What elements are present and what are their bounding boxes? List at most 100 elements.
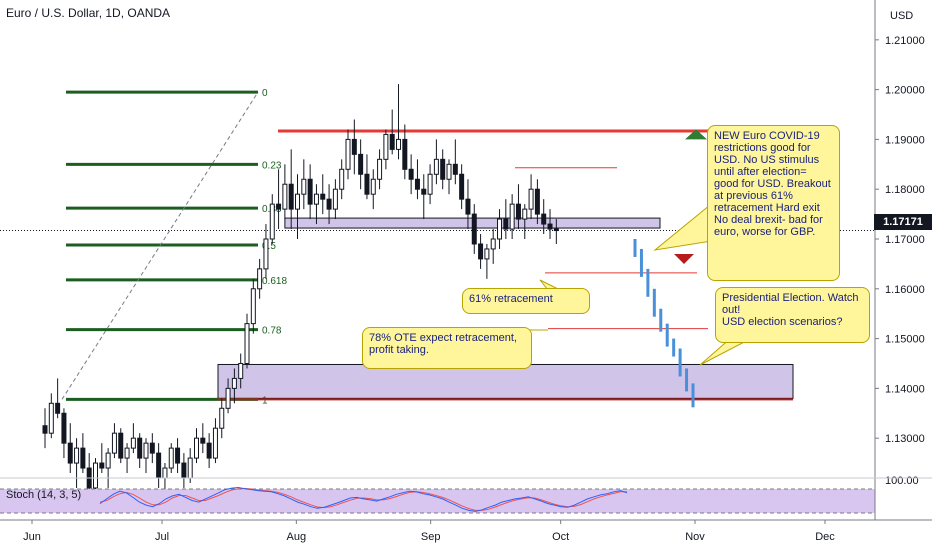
candle-body	[364, 173, 370, 195]
candle-body	[408, 168, 414, 180]
retracement-61-callout: 61% retracement	[462, 288, 590, 314]
candle-body	[433, 158, 439, 175]
candle-body	[105, 452, 111, 469]
candle-body	[553, 228, 559, 232]
projection-bar	[646, 268, 650, 297]
candle-body	[295, 193, 301, 210]
y-tick-label: 1.17000	[885, 234, 925, 246]
projection-path	[633, 239, 695, 408]
candle-body	[307, 178, 313, 205]
candle-body	[459, 173, 465, 200]
candle-body	[48, 402, 54, 434]
stoch-k-line	[99, 486, 628, 512]
candle-body	[320, 193, 326, 200]
y-tick-label: 1.13000	[885, 433, 925, 445]
candle-body	[225, 387, 231, 409]
candle-body	[55, 402, 61, 414]
currency-label: USD	[890, 10, 914, 22]
candle-body	[93, 462, 99, 489]
projection-bar	[691, 383, 695, 408]
fib-level-label: 0.78	[262, 326, 282, 337]
candle-body	[541, 213, 547, 225]
candle-body	[383, 133, 389, 160]
candle-body	[168, 447, 174, 469]
candle-body	[446, 163, 452, 180]
candle-body	[143, 442, 149, 459]
candle-body	[149, 442, 155, 454]
candle-body	[42, 425, 48, 434]
stoch-d-line	[99, 487, 627, 511]
candle-body	[238, 362, 244, 379]
y-tick-label: 1.18000	[885, 184, 925, 196]
up-arrow-icon	[685, 129, 707, 140]
x-tick-label: Oct	[552, 531, 569, 543]
stoch-band	[0, 489, 875, 513]
candle-body	[509, 203, 515, 230]
candle-body	[332, 188, 338, 210]
candle-body	[111, 432, 117, 454]
y-tick-label: 1.14000	[885, 383, 925, 395]
candle-body	[427, 173, 433, 195]
candle-body	[402, 138, 408, 170]
candle-body	[200, 437, 206, 444]
candle-body	[137, 437, 143, 459]
down-arrow-icon	[674, 253, 694, 264]
election-callout: Presidential Election. Watch out! USD el…	[715, 287, 870, 343]
x-tick-label: Sep	[421, 531, 441, 543]
fib-level-label: 1	[262, 395, 268, 406]
ote-callout: 78% OTE expect retracement, profit takin…	[362, 327, 532, 369]
projection-bar	[678, 348, 682, 377]
chart-title: Euro / U.S. Dollar, 1D, OANDA	[6, 6, 171, 20]
candle-body	[497, 218, 503, 240]
demand-zone	[217, 363, 794, 399]
candle-body	[414, 178, 420, 190]
candle-body	[534, 188, 540, 215]
candle-body	[478, 243, 484, 260]
candle-body	[326, 198, 332, 210]
candle-body	[257, 268, 263, 290]
candle-body	[61, 412, 67, 444]
candle-body	[515, 203, 521, 220]
candle-body	[244, 323, 250, 364]
candle-body	[263, 238, 269, 270]
projection-bar	[639, 248, 643, 277]
x-tick-label: Jul	[155, 531, 169, 543]
fib-level-label: 0.5	[262, 241, 276, 252]
candle-body	[358, 153, 364, 175]
candle-body	[187, 457, 193, 479]
candle-body	[389, 133, 395, 150]
projection-bar	[672, 338, 676, 357]
candle-body	[250, 288, 256, 325]
candle-body	[490, 238, 496, 250]
candle-body	[130, 437, 136, 449]
x-tick-label: Dec	[815, 531, 835, 543]
candle-body	[231, 377, 237, 389]
candle-body	[194, 437, 200, 459]
y-tick-label: 1.21000	[885, 35, 925, 47]
projection-bar	[659, 308, 663, 332]
candle-body	[452, 163, 458, 175]
y-tick-label: 1.15000	[885, 334, 925, 346]
projection-bar	[633, 239, 637, 257]
x-tick-label: Aug	[287, 531, 307, 543]
candle-body	[212, 427, 218, 459]
stoch-pane: 100.00	[0, 475, 919, 514]
candle-body	[345, 138, 351, 170]
candle-body	[313, 193, 319, 205]
candle-body	[465, 198, 471, 215]
candle-body	[269, 203, 275, 240]
candle-body	[421, 188, 427, 195]
candle-body	[528, 188, 534, 210]
projection-bar	[652, 288, 656, 317]
y-tick-label: 1.16000	[885, 284, 925, 296]
fib-level-label: 0.23	[262, 160, 282, 171]
candle-body	[547, 223, 553, 230]
fib-anchor-line	[61, 91, 259, 400]
covid-callout: NEW Euro COVID-19 restrictions good for …	[707, 125, 840, 281]
projection-bar	[665, 323, 669, 347]
stoch-label: Stoch (14, 3, 5)	[6, 489, 82, 501]
candle-body	[503, 218, 509, 230]
